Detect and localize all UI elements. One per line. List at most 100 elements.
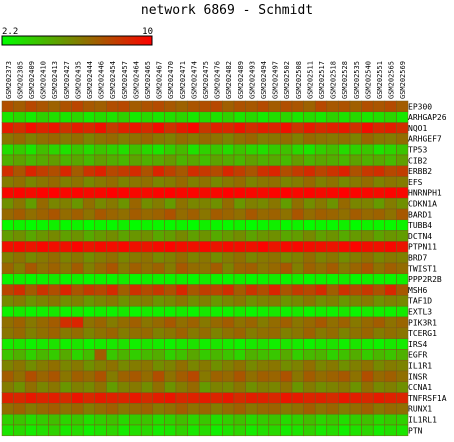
heatmap-cell bbox=[245, 273, 258, 285]
heatmap-cell bbox=[280, 143, 293, 156]
heatmap-cell bbox=[71, 327, 84, 339]
heatmap-cell bbox=[59, 392, 72, 404]
heatmap-cell bbox=[106, 424, 119, 437]
heatmap-cell bbox=[1, 349, 14, 361]
heatmap-cell bbox=[338, 230, 351, 242]
heatmap-cell bbox=[48, 251, 61, 264]
heatmap-cell bbox=[245, 327, 258, 339]
heatmap-cell bbox=[303, 251, 316, 264]
heatmap-cell bbox=[280, 424, 293, 437]
heatmap-cell bbox=[1, 133, 14, 145]
heatmap-cell bbox=[396, 251, 409, 264]
heatmap-cell bbox=[326, 349, 339, 361]
heatmap-cell bbox=[1, 413, 14, 426]
heatmap-cell bbox=[372, 154, 386, 167]
heatmap-cell bbox=[291, 392, 304, 404]
heatmap-cell bbox=[349, 338, 362, 350]
heatmap-cell bbox=[233, 122, 246, 134]
heatmap-cell bbox=[396, 208, 409, 221]
heatmap-cell bbox=[372, 338, 386, 350]
heatmap-cell bbox=[59, 413, 72, 426]
sample-label: GSM202535 bbox=[353, 61, 361, 99]
heatmap-cell bbox=[291, 165, 304, 177]
heatmap-cell bbox=[245, 165, 258, 177]
heatmap-cell bbox=[175, 197, 188, 210]
heatmap-cell bbox=[233, 133, 246, 145]
heatmap-cell bbox=[82, 208, 96, 221]
heatmap-cell bbox=[326, 295, 339, 307]
heatmap-cell bbox=[303, 100, 316, 113]
heatmap-cell bbox=[256, 208, 270, 221]
heatmap-cell bbox=[338, 165, 351, 177]
heatmap-cell bbox=[245, 230, 258, 242]
heatmap-cell bbox=[326, 133, 339, 145]
heatmap-cell bbox=[349, 403, 362, 415]
heatmap-cell bbox=[303, 359, 316, 372]
heatmap-cell bbox=[314, 187, 328, 199]
heatmap-cell bbox=[71, 111, 84, 123]
heatmap-cell bbox=[140, 403, 154, 415]
heatmap-cell bbox=[82, 273, 96, 285]
heatmap-cell bbox=[256, 219, 270, 231]
heatmap-cell bbox=[280, 230, 293, 242]
heatmap-cell bbox=[48, 392, 61, 404]
heatmap-cell bbox=[233, 230, 246, 242]
heatmap-cell bbox=[94, 327, 107, 339]
sample-label: GSM202489 bbox=[237, 61, 245, 99]
heatmap-cell bbox=[71, 230, 84, 242]
heatmap-cell bbox=[396, 295, 409, 307]
heatmap-cell bbox=[82, 392, 96, 404]
heatmap-cell bbox=[36, 305, 49, 318]
gene-label: PTN bbox=[408, 426, 423, 435]
heatmap-cell bbox=[349, 176, 362, 188]
heatmap-cell bbox=[303, 208, 316, 221]
heatmap-cell bbox=[48, 349, 61, 361]
heatmap-cell bbox=[314, 262, 328, 275]
heatmap-cell bbox=[210, 122, 223, 134]
heatmap-cell bbox=[222, 154, 235, 167]
scale-max-label: 10 bbox=[142, 27, 153, 37]
heatmap-cell bbox=[222, 316, 235, 329]
heatmap-cell bbox=[233, 197, 246, 210]
heatmap-cell bbox=[222, 392, 235, 404]
heatmap-cell bbox=[256, 338, 270, 350]
heatmap-cell bbox=[361, 100, 374, 113]
heatmap-cell bbox=[280, 359, 293, 372]
heatmap-cell bbox=[71, 359, 84, 372]
heatmap-cell bbox=[117, 143, 130, 156]
heatmap-cell bbox=[314, 176, 328, 188]
heatmap-cell bbox=[303, 143, 316, 156]
heatmap-cell bbox=[326, 316, 339, 329]
heatmap-cell bbox=[326, 154, 339, 167]
gene-label: IL1R1 bbox=[408, 362, 432, 371]
heatmap-cell bbox=[210, 284, 223, 296]
heatmap-cell bbox=[384, 176, 397, 188]
heatmap-cell bbox=[48, 143, 61, 156]
heatmap-cell bbox=[361, 403, 374, 415]
heatmap-cell bbox=[198, 154, 212, 167]
heatmap-cell bbox=[164, 219, 177, 231]
heatmap-cell bbox=[175, 273, 188, 285]
heatmap-cell bbox=[314, 230, 328, 242]
heatmap-cell bbox=[106, 251, 119, 264]
heatmap-cell bbox=[106, 143, 119, 156]
gene-label: BRD7 bbox=[408, 254, 427, 263]
heatmap-cell bbox=[187, 208, 200, 221]
heatmap-cell bbox=[396, 111, 409, 123]
heatmap-cell bbox=[210, 165, 223, 177]
heatmap-cell bbox=[48, 219, 61, 231]
heatmap-cell bbox=[210, 100, 223, 113]
heatmap-cell bbox=[1, 251, 14, 264]
sample-label: GSM202410 bbox=[40, 61, 48, 99]
heatmap-cell bbox=[24, 392, 38, 404]
sample-label: GSM202502 bbox=[283, 61, 291, 99]
heatmap-cell bbox=[372, 284, 386, 296]
heatmap-cell bbox=[24, 176, 38, 188]
heatmap-cell bbox=[338, 359, 351, 372]
heatmap-cell bbox=[384, 413, 397, 426]
heatmap-cell bbox=[36, 316, 49, 329]
heatmap-cell bbox=[210, 133, 223, 145]
heatmap-cell bbox=[384, 316, 397, 329]
heatmap-cell bbox=[268, 338, 281, 350]
